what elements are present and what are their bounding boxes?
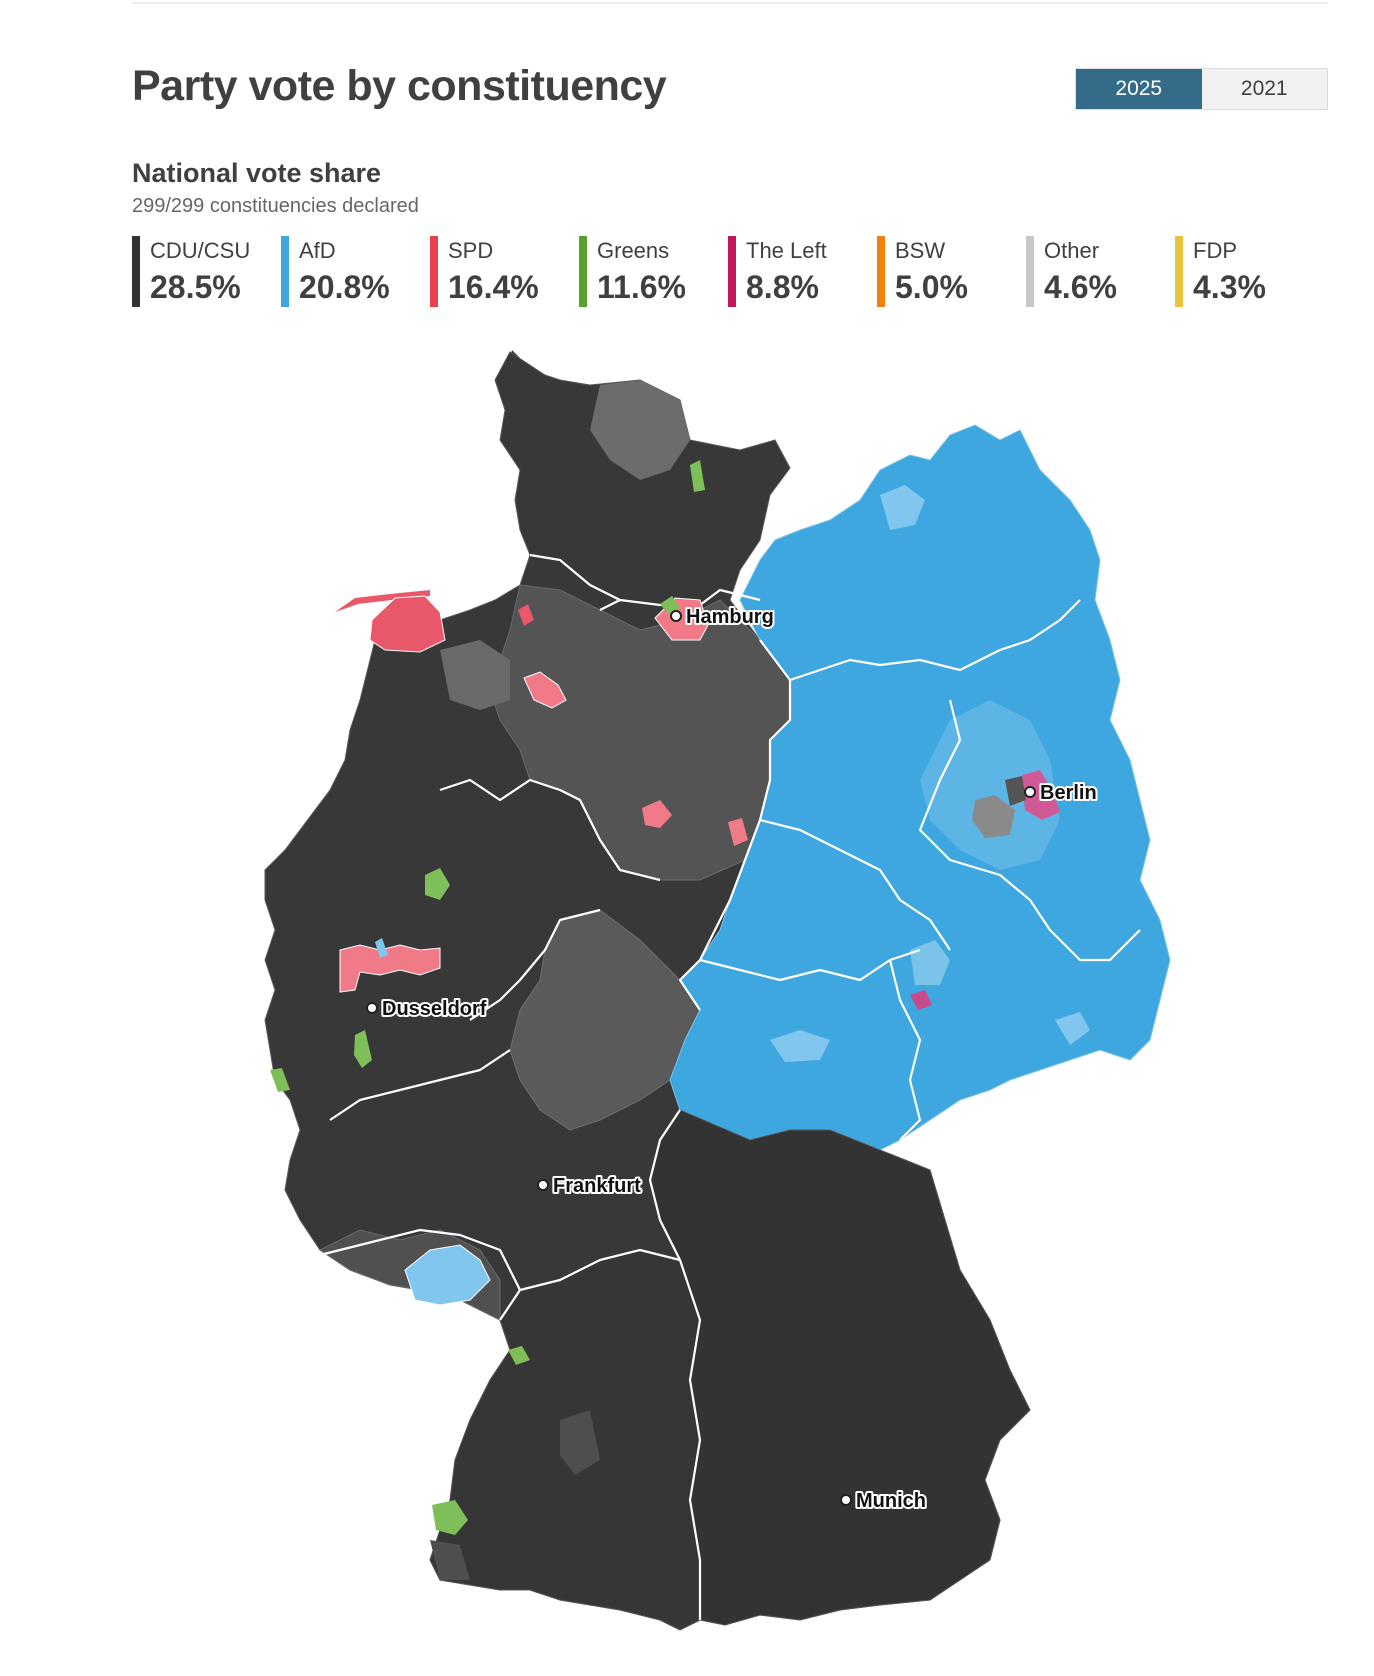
afd-constituency-kaiserslautern (404, 1244, 491, 1306)
legend-party-share: 4.6% (1044, 269, 1117, 305)
legend-swatch (579, 236, 587, 307)
greens-constituency-kiel (690, 460, 705, 492)
city-label-dusseldorf: Dusseldorf (382, 998, 487, 1020)
year-toggle: 2025 2021 (1075, 68, 1328, 110)
legend-party-name: CDU/CSU (150, 238, 251, 263)
spd-constituency-bremerhaven (518, 604, 534, 626)
city-label-munich: Munich (856, 1490, 926, 1512)
greens-constituency-hamburg (660, 596, 680, 614)
party-legend: CDU/CSU 28.5% AfD 20.8% SPD 16.4% Greens… (132, 236, 1332, 308)
city-marker-hamburg: Hamburg (670, 604, 776, 630)
year-2025-button[interactable]: 2025 (1076, 69, 1202, 109)
legend-party-name: The Left (746, 238, 827, 263)
national-vote-share-heading: National vote share (132, 158, 382, 188)
legend-party-name: Greens (597, 238, 670, 263)
legend-party-name: BSW (895, 238, 946, 263)
spd-constituency-bremen (523, 671, 567, 709)
city-label-berlin: Berlin (1040, 782, 1097, 804)
year-2021-button[interactable]: 2021 (1201, 69, 1327, 109)
legend-party-share: 8.8% (746, 269, 819, 305)
legend-item-afd: AfD 20.8% (281, 236, 421, 308)
legend-swatch (281, 236, 289, 307)
afd-constituency-gelsenkirchen (375, 938, 388, 958)
spd-constituency-hannover (642, 800, 672, 828)
legend-party-share: 16.4% (448, 269, 539, 305)
legend-item-the-left: The Left 8.8% (728, 236, 868, 308)
legend-party-share: 4.3% (1193, 269, 1266, 305)
germany-constituency-map: Hamburg Berlin Dusseldorf Frankfurt Muni… (264, 350, 1171, 1631)
leipzig-left-constituency (910, 990, 932, 1010)
legend-swatch (1026, 236, 1034, 307)
region-bavaria (649, 1109, 1031, 1626)
legend-item-greens: Greens 11.6% (579, 236, 719, 308)
region-bremen-surround-lighter (440, 640, 510, 710)
region-east-lighter-dresden (1055, 1012, 1090, 1045)
spd-constituency-emden (369, 595, 446, 653)
region-hamburg-surround-lighter (590, 380, 690, 480)
legend-party-share: 28.5% (150, 269, 241, 305)
legend-swatch (1175, 236, 1183, 307)
berlin-other-constituency (972, 795, 1015, 838)
legend-item-cdu-csu: CDU/CSU 28.5% (132, 236, 272, 308)
legend-party-share: 11.6% (597, 269, 686, 305)
declared-count: 299/299 constituencies declared (132, 195, 419, 217)
city-label-frankfurt: Frankfurt (553, 1175, 641, 1197)
legend-party-share: 5.0% (895, 269, 968, 305)
legend-party-name: SPD (448, 238, 494, 263)
legend-swatch (728, 236, 736, 307)
legend-swatch (430, 236, 438, 307)
berlin-cdu-constituency (1005, 776, 1026, 806)
city-marker-munich: Munich (840, 1488, 928, 1514)
legend-item-other: Other 4.6% (1026, 236, 1166, 308)
legend-party-name: FDP (1193, 238, 1237, 263)
region-east-lighter-rostock (880, 485, 925, 530)
legend-item-bsw: BSW 5.0% (877, 236, 1017, 308)
region-hessen-lighter (509, 909, 701, 1131)
legend-swatch (132, 236, 140, 307)
greens-constituency-freiburg (432, 1500, 468, 1535)
legend-party-share: 20.8% (299, 269, 390, 305)
region-east-lighter-brandenburg (920, 700, 1060, 870)
greens-constituency-aachen (270, 1068, 290, 1092)
east-frisian-islands (335, 590, 430, 612)
berlin-left-constituency (1022, 770, 1060, 820)
page-title: Party vote by constituency (132, 62, 667, 110)
greens-constituency-karlsruhe (508, 1346, 530, 1365)
city-marker-dusseldorf: Dusseldorf (366, 996, 489, 1022)
top-divider (132, 2, 1328, 4)
city-marker-berlin: Berlin (1024, 780, 1099, 806)
legend-item-fdp: FDP 4.3% (1175, 236, 1315, 308)
city-label-hamburg: Hamburg (686, 606, 774, 628)
region-east-lighter-erfurt (770, 1030, 830, 1062)
legend-party-name: AfD (299, 238, 336, 263)
legend-item-spd: SPD 16.4% (430, 236, 570, 308)
region-bw-lighter-stuttgart (560, 1410, 600, 1475)
region-east-lighter-leipzig (910, 940, 950, 985)
greens-constituency-cologne (354, 1030, 372, 1068)
legend-swatch (877, 236, 885, 307)
city-marker-frankfurt: Frankfurt (537, 1173, 643, 1199)
greens-constituency-muenster (425, 868, 450, 900)
legend-party-name: Other (1044, 238, 1100, 263)
spd-constituency-braunschweig (728, 818, 748, 846)
region-bw-lighter-south (430, 1540, 470, 1580)
state-borders (299, 553, 1141, 1620)
